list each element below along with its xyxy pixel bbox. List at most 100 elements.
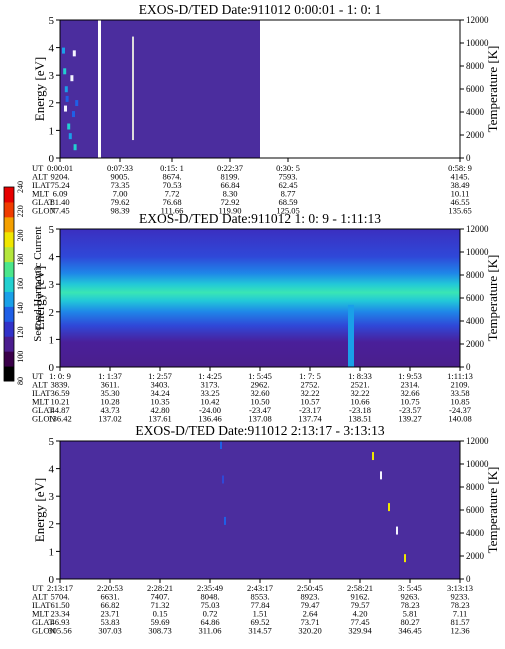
- table-cell: 1.51: [253, 609, 268, 619]
- colorbar-tick-label: 240: [16, 181, 25, 193]
- table-cell: 4145.: [450, 172, 469, 182]
- heatmap-noise-cell: [67, 123, 71, 130]
- heatmap-area: [60, 441, 460, 579]
- colorbar-segment: [4, 216, 14, 233]
- table-row-label: MLT: [32, 609, 50, 619]
- colorbar-tick-label: 80: [16, 377, 25, 385]
- table-cell: 9263.: [400, 592, 419, 602]
- y-tick-label: 0: [49, 153, 55, 165]
- table-cell: 5.81: [403, 609, 418, 619]
- colorbar-segment: [4, 231, 14, 248]
- y-right-tick-label: 12000: [466, 15, 489, 25]
- heatmap-feature: [224, 516, 226, 525]
- y-right-tick-label: 2000: [466, 130, 485, 140]
- table-cell: 0:15: 1: [160, 163, 184, 173]
- table-cell: 135.65: [448, 206, 471, 216]
- table-cell: 70.53: [162, 180, 181, 190]
- table-cell: 42.80: [150, 405, 169, 415]
- table-cell: 5704.: [50, 592, 69, 602]
- y-right-tick-label: 2000: [466, 339, 485, 349]
- table-cell: 8674.: [162, 172, 181, 182]
- heatmap-noise-cell: [63, 68, 67, 75]
- heatmap-feature: [220, 441, 222, 449]
- heatmap-noise-cell: [65, 95, 69, 102]
- y-right-tick-label: 8000: [466, 61, 485, 71]
- table-cell: 137.61: [148, 414, 171, 424]
- heatmap-noise-cell: [64, 105, 67, 112]
- table-cell: 77.84: [250, 600, 270, 610]
- colorbar-tick-label: 200: [16, 230, 25, 242]
- table-cell: 7407.: [150, 592, 169, 602]
- table-row-label: MLT: [32, 397, 50, 407]
- heatmap-noise-cell: [73, 144, 77, 151]
- table-cell: 10.85: [450, 397, 469, 407]
- heatmap-feature: [348, 304, 354, 367]
- y-right-tick-label: 8000: [466, 270, 485, 280]
- y-right-tick-label: 12000: [466, 436, 489, 446]
- y-tick-label: 5: [49, 436, 55, 448]
- colorbar-segment: [4, 306, 14, 322]
- y-right-tick-label: 4000: [466, 316, 485, 326]
- table-cell: 3403.: [150, 380, 169, 390]
- colorbar-segment: [4, 351, 14, 367]
- y-tick-label: 1: [49, 125, 55, 137]
- y-right-tick-label: 6000: [466, 505, 485, 515]
- table-cell: 1:11:13: [447, 371, 473, 381]
- colorbar-segment: [4, 336, 14, 352]
- table-cell: 53.83: [100, 617, 119, 627]
- table-cell: 119.90: [218, 206, 241, 216]
- table-cell: 311.06: [198, 626, 221, 636]
- table-cell: 6.09: [53, 189, 68, 199]
- table-cell: 2752.: [300, 380, 319, 390]
- y-axis-label: Energy [eV]: [32, 478, 47, 542]
- data-gap-stripe: [132, 36, 134, 141]
- y-tick-label: 0: [49, 574, 55, 586]
- table-cell: 7.00: [113, 189, 128, 199]
- table-cell: 9162.: [350, 592, 369, 602]
- table-cell: 1: 9:53: [398, 371, 422, 381]
- y-right-tick-label: 10000: [466, 38, 489, 48]
- heatmap-area: [60, 229, 460, 367]
- table-cell: 8.77: [281, 189, 296, 199]
- table-cell: 8.30: [223, 189, 238, 199]
- table-cell: -23.57: [399, 405, 421, 415]
- table-row-label: UT: [32, 371, 44, 381]
- y-right-tick-label: 6000: [466, 84, 485, 94]
- heatmap-feature: [222, 475, 224, 484]
- y-right-tick-label: 12000: [466, 224, 489, 234]
- table-row-label: ILAT: [32, 388, 51, 398]
- table-cell: 77.45: [350, 617, 369, 627]
- table-cell: 79.47: [300, 600, 319, 610]
- y-right-tick-label: 0: [466, 574, 471, 584]
- table-cell: 111.66: [161, 206, 184, 216]
- table-cell: 2314.: [400, 380, 419, 390]
- table-cell: 2962.: [250, 380, 269, 390]
- table-cell: 320.20: [298, 626, 321, 636]
- colorbar-segment: [4, 321, 14, 337]
- table-cell: 66.84: [220, 180, 240, 190]
- table-cell: 75.24: [50, 180, 70, 190]
- table-row-label: GLON: [32, 414, 56, 424]
- heatmap-feature: [396, 526, 398, 535]
- colorbar-frame: [3, 186, 15, 382]
- table-row-label: GLON: [32, 626, 56, 636]
- table-cell: 3839.: [50, 380, 69, 390]
- table-cell: 2:35:49: [197, 583, 223, 593]
- table-cell: 2:50:45: [297, 583, 323, 593]
- table-cell: 78.23: [450, 600, 469, 610]
- table-cell: 75.03: [200, 600, 219, 610]
- colorbar-segment: [4, 201, 14, 218]
- table-cell: 10.21: [50, 397, 69, 407]
- y-tick-label: 5: [49, 224, 55, 236]
- y-tick-label: 3: [49, 279, 55, 291]
- table-cell: 138.51: [348, 414, 371, 424]
- table-cell: 33.25: [200, 388, 219, 398]
- table-cell: 32.66: [400, 388, 419, 398]
- table-cell: 2:28:21: [147, 583, 173, 593]
- table-cell: 0:00:01: [47, 163, 73, 173]
- table-cell: 1: 4:25: [198, 371, 222, 381]
- table-row-label: ALT: [32, 592, 49, 602]
- table-cell: -23.17: [299, 405, 321, 415]
